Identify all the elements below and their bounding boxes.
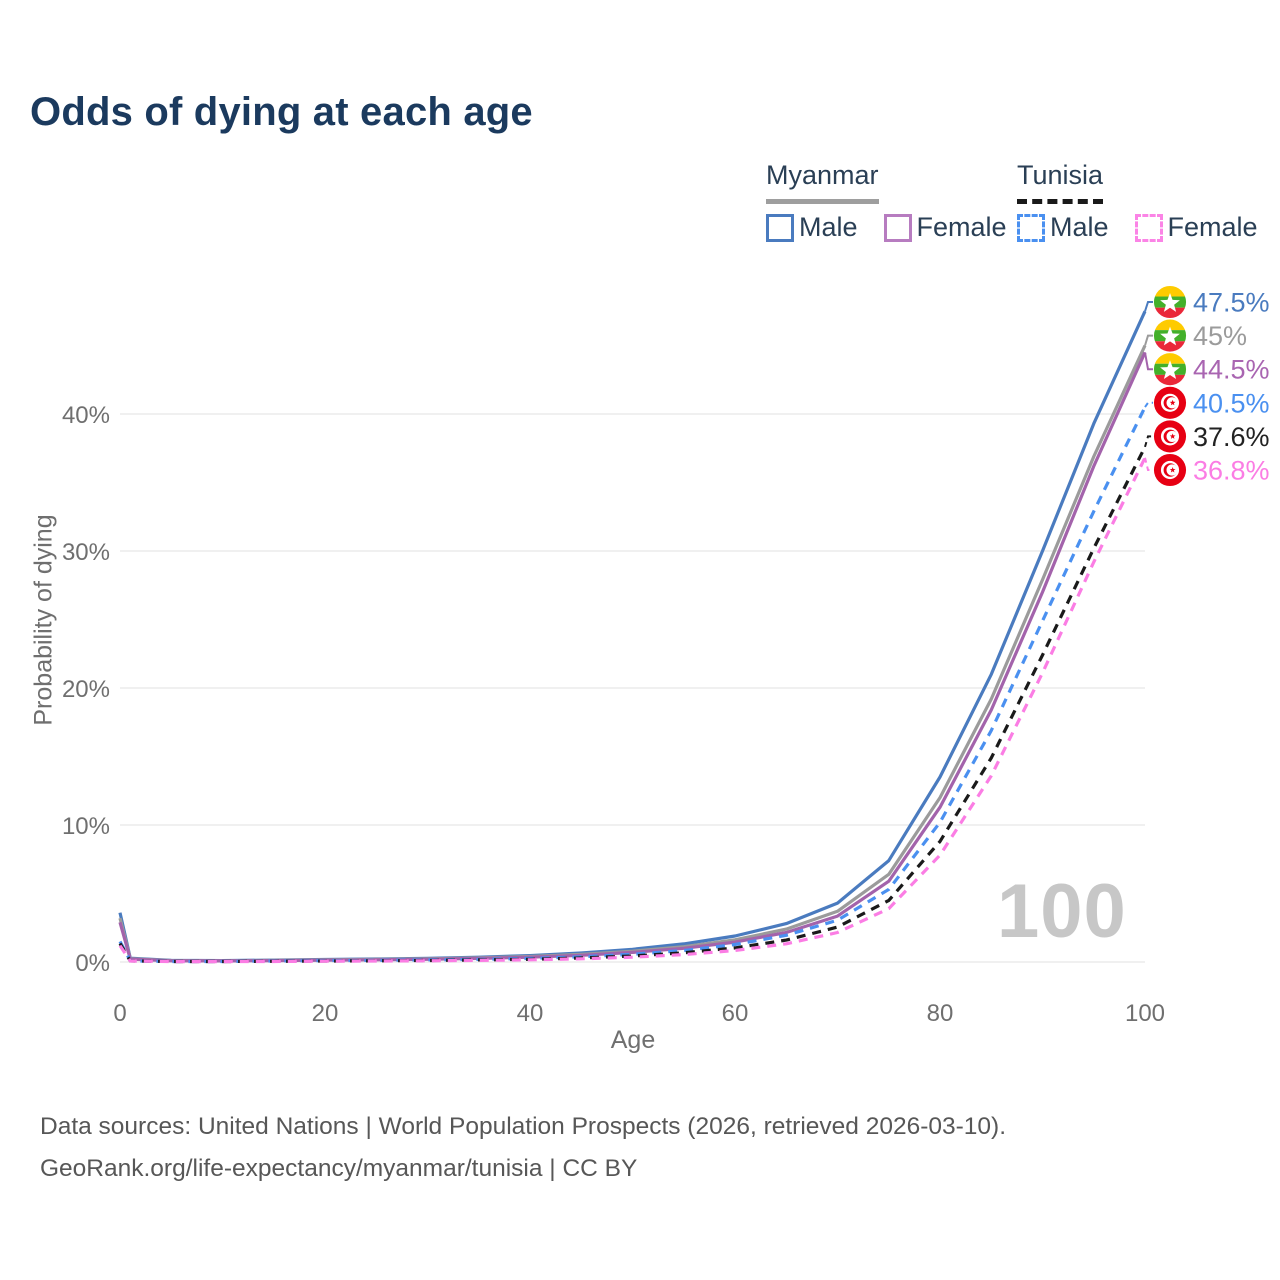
leader-line [1144, 435, 1153, 448]
x-tick-label: 80 [927, 1000, 954, 1027]
series-line-myanmar-male [118, 310, 1147, 963]
legend-group-myanmar: Myanmar Male Female [766, 160, 1007, 243]
legend-group-tunisia: Tunisia Male Female [1017, 160, 1258, 243]
leader-line [1144, 334, 1153, 346]
end-value-label: 45% [1193, 321, 1247, 351]
x-tick-label: 20 [312, 1000, 339, 1027]
legend-item-myanmar-female[interactable]: Female [883, 212, 1007, 243]
y-tick-label: 30% [62, 539, 110, 566]
end-value-label: 36.8% [1193, 456, 1270, 486]
legend-item-myanmar-male[interactable]: Male [766, 212, 858, 243]
series-line-tunisia-female [118, 457, 1147, 964]
y-axis-title: Probability of dying [29, 514, 58, 726]
tunisia-male-swatch-icon [1017, 213, 1045, 242]
legend-item-label: Female [1167, 212, 1258, 242]
y-tick-label: 0% [75, 950, 110, 977]
legend-item-label: Male [799, 212, 858, 242]
footer: Data sources: United Nations | World Pop… [40, 1106, 1006, 1190]
chart-legend: Myanmar Male Female Tunisia Male [0, 160, 1280, 250]
leader-line [1144, 301, 1153, 312]
series-line-tunisia-both [118, 446, 1147, 964]
attribution-line: GeoRank.org/life-expectancy/myanmar/tuni… [40, 1155, 638, 1182]
series-line-myanmar-both [118, 344, 1147, 963]
end-value-label: 37.6% [1193, 422, 1270, 452]
end-value-label: 47.5% [1193, 288, 1270, 318]
legend-items-myanmar: Male Female [766, 212, 1007, 243]
y-tick-label: 20% [62, 676, 110, 703]
series-line-myanmar-female [118, 351, 1147, 963]
legend-item-tunisia-male[interactable]: Male [1017, 212, 1109, 243]
age-counter: 100 [997, 869, 1127, 954]
x-tick-label: 0 [113, 1000, 126, 1027]
y-tick-label: 40% [62, 402, 110, 429]
myanmar-flag-icon [1153, 319, 1187, 353]
tunisia-female-swatch-icon [1134, 213, 1163, 242]
end-value-label: 44.5% [1193, 355, 1270, 385]
end-value-label: 40.5% [1193, 388, 1270, 418]
myanmar-male-swatch-icon [766, 213, 794, 242]
x-axis-title: Age [610, 1026, 656, 1054]
legend-items-tunisia: Male Female [1017, 212, 1258, 243]
x-tick-label: 100 [1125, 1000, 1165, 1027]
myanmar-flag-icon [1153, 285, 1187, 319]
x-tick-label: 60 [722, 1000, 749, 1027]
tunisia-flag-icon [1153, 386, 1187, 419]
myanmar-female-swatch-icon [883, 213, 912, 242]
legend-item-tunisia-female[interactable]: Female [1134, 212, 1258, 243]
leader-line [1144, 457, 1153, 471]
myanmar-flag-icon [1153, 352, 1187, 386]
tunisia-flag-icon [1153, 453, 1187, 487]
leader-line [1144, 401, 1153, 408]
leader-line [1144, 352, 1153, 371]
page-title: Odds of dying at each age [30, 90, 533, 134]
legend-country-myanmar[interactable]: Myanmar [766, 160, 879, 204]
series-lines [118, 310, 1147, 964]
y-tick-label: 10% [62, 813, 110, 840]
x-tick-label: 40 [517, 1000, 544, 1027]
legend-item-label: Male [1050, 212, 1109, 242]
series-line-tunisia-male [118, 406, 1147, 964]
data-sources-line: Data sources: United Nations | World Pop… [40, 1113, 1007, 1140]
tunisia-flag-icon [1153, 420, 1187, 453]
legend-country-tunisia[interactable]: Tunisia [1017, 160, 1104, 204]
end-labels: 47.5%45% 44.5%40.5% 37.6% 36.8% [1144, 285, 1270, 487]
legend-item-label: Female [916, 212, 1007, 242]
